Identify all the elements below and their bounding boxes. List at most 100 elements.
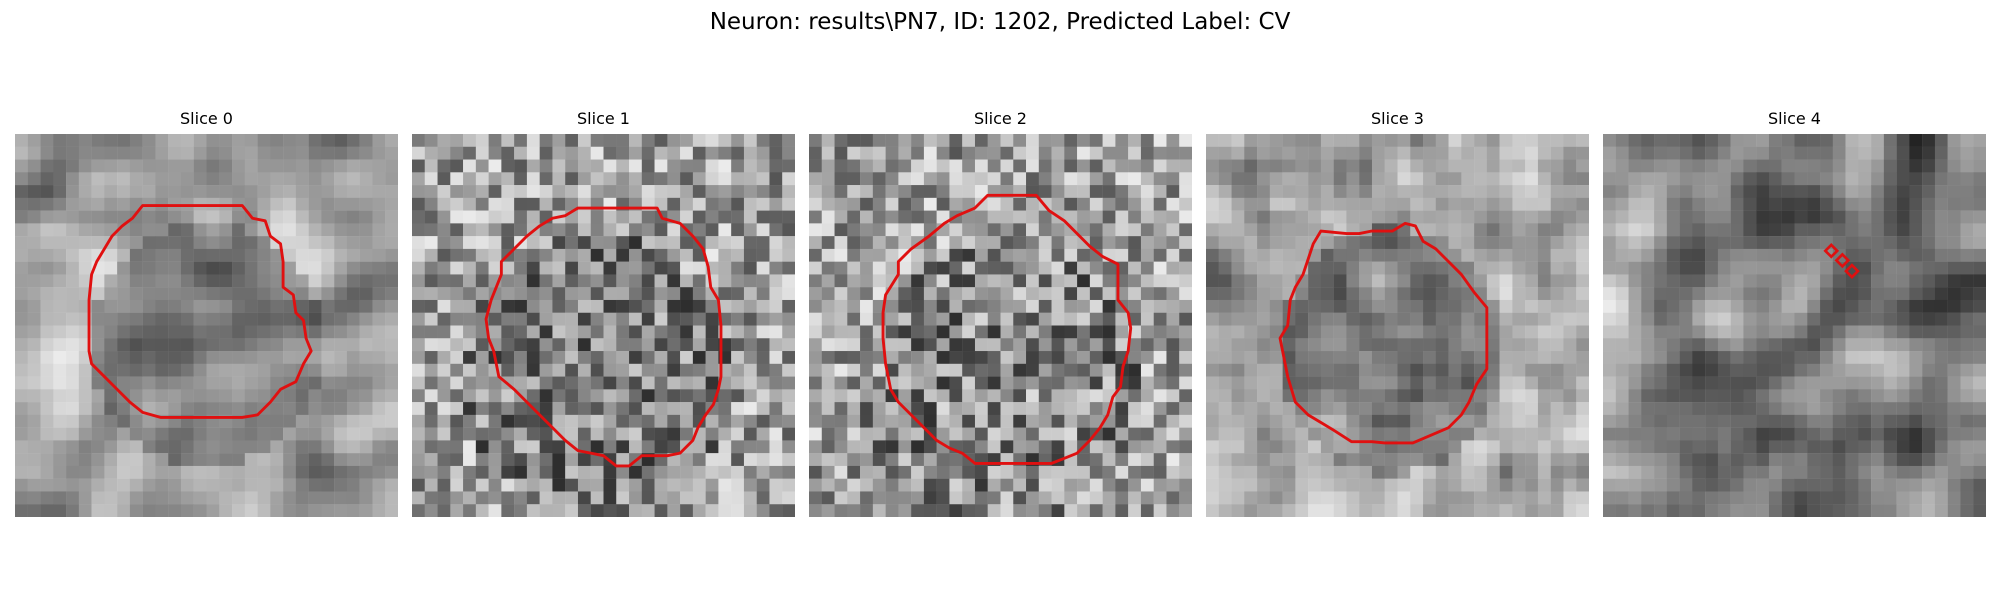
pixel xyxy=(1115,491,1129,505)
pixel xyxy=(1064,274,1078,288)
pixel xyxy=(1026,134,1039,147)
pixel xyxy=(1563,210,1577,224)
pixel xyxy=(1832,351,1846,364)
pixel xyxy=(1537,185,1551,199)
pixel xyxy=(385,414,398,428)
pixel xyxy=(705,197,719,211)
pixel xyxy=(1346,325,1360,339)
pixel xyxy=(308,261,322,275)
pixel xyxy=(911,440,925,454)
pixel xyxy=(962,159,976,173)
pixel xyxy=(1026,504,1039,517)
pixel xyxy=(1717,210,1731,224)
pixel xyxy=(1525,376,1539,390)
pixel xyxy=(1781,376,1795,390)
pixel xyxy=(1269,134,1283,147)
pixel xyxy=(962,325,976,339)
pixel xyxy=(872,146,886,160)
pixel xyxy=(1359,312,1373,326)
pixel xyxy=(295,236,309,250)
pixel xyxy=(1474,172,1488,186)
pixel xyxy=(1499,185,1513,199)
pixel xyxy=(1845,248,1859,262)
pixel xyxy=(1705,414,1719,428)
pixel xyxy=(321,248,335,262)
pixel xyxy=(1089,274,1103,288)
pixel xyxy=(53,274,67,288)
pixel xyxy=(385,465,398,479)
pixel xyxy=(463,210,477,224)
pixel xyxy=(654,185,668,199)
pixel xyxy=(1423,159,1436,173)
pixel xyxy=(1845,325,1859,339)
pixel xyxy=(603,299,617,313)
pixel xyxy=(1768,504,1782,517)
pixel xyxy=(1435,287,1449,301)
pixel xyxy=(1512,338,1526,352)
pixel xyxy=(1909,248,1923,262)
pixel xyxy=(66,414,80,428)
pixel xyxy=(257,478,271,492)
pixel xyxy=(66,236,80,250)
pixel xyxy=(117,491,131,505)
pixel xyxy=(424,376,438,390)
pixel xyxy=(1231,325,1245,339)
pixel xyxy=(731,248,745,262)
pixel xyxy=(629,351,642,364)
pixel xyxy=(1705,287,1719,301)
pixel xyxy=(1231,299,1245,313)
pixel xyxy=(1423,376,1436,390)
pixel xyxy=(629,261,642,275)
pixel xyxy=(539,389,553,403)
pixel xyxy=(1794,453,1808,467)
pixel xyxy=(232,172,245,186)
pixel xyxy=(15,146,28,160)
pixel xyxy=(603,287,617,301)
pixel xyxy=(424,287,438,301)
pixel xyxy=(1206,427,1219,441)
pixel xyxy=(1973,389,1986,403)
pixel xyxy=(270,363,284,377)
pixel xyxy=(1654,453,1668,467)
pixel xyxy=(104,491,118,505)
pixel xyxy=(142,159,156,173)
pixel xyxy=(1102,491,1116,505)
pixel xyxy=(1832,427,1846,441)
pixel xyxy=(1768,312,1782,326)
pixel xyxy=(1666,134,1680,147)
pixel xyxy=(872,363,886,377)
pixel xyxy=(1295,427,1309,441)
pixel xyxy=(1448,159,1462,173)
pixel xyxy=(1499,223,1513,237)
pixel xyxy=(603,491,617,505)
pixel xyxy=(1359,414,1373,428)
pixel xyxy=(987,248,1001,262)
pixel xyxy=(1960,453,1974,467)
pixel xyxy=(1922,376,1936,390)
pixel xyxy=(936,325,950,339)
pixel xyxy=(1705,261,1719,275)
pixel xyxy=(412,223,425,237)
pixel xyxy=(1102,351,1116,364)
pixel xyxy=(1486,440,1500,454)
pixel xyxy=(1257,504,1271,517)
pixel xyxy=(15,465,28,479)
pixel xyxy=(295,197,309,211)
pixel xyxy=(1026,236,1039,250)
pixel xyxy=(1960,440,1974,454)
pixel xyxy=(667,134,681,147)
pixel xyxy=(321,261,335,275)
pixel xyxy=(244,236,258,250)
pixel xyxy=(53,223,67,237)
pixel xyxy=(372,363,386,377)
pixel xyxy=(1115,478,1129,492)
pixel xyxy=(1423,453,1436,467)
pixel xyxy=(1717,299,1731,313)
pixel xyxy=(1128,236,1142,250)
pixel xyxy=(1909,427,1923,441)
pixel xyxy=(1730,287,1744,301)
pixel xyxy=(1089,223,1103,237)
pixel xyxy=(1333,172,1347,186)
pixel xyxy=(1654,159,1668,173)
pixel xyxy=(680,491,694,505)
